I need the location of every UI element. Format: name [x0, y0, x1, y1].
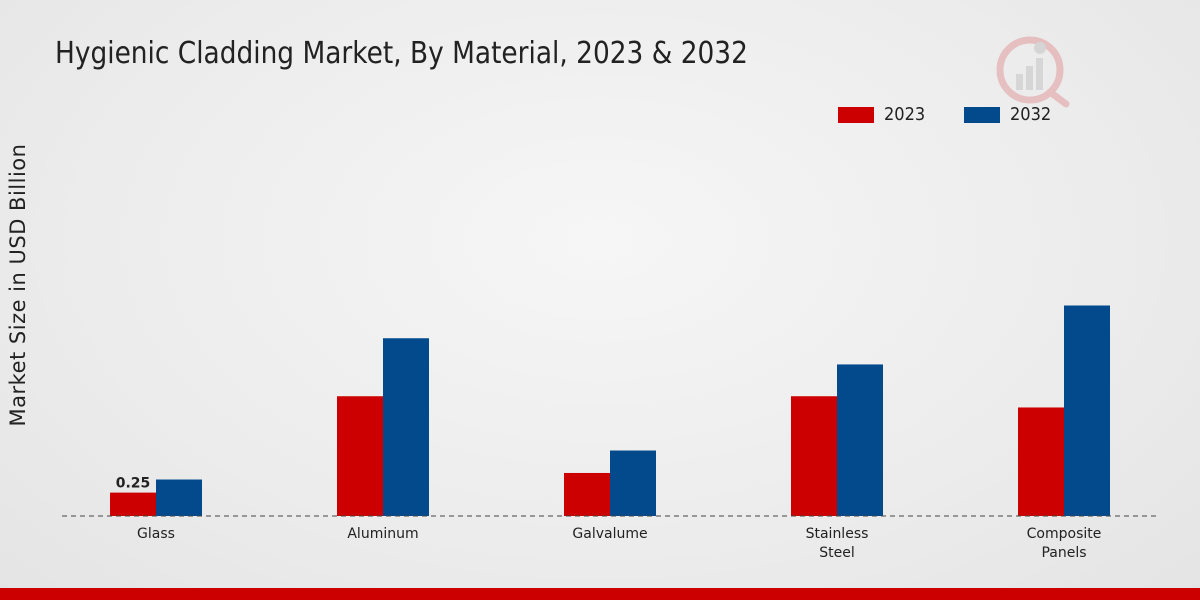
legend-item-2032: 2032	[963, 104, 1056, 125]
bar-stainless-steel-2023	[791, 396, 837, 516]
legend-item-2023: 2023	[838, 104, 930, 125]
bar-aluminum-2032	[383, 338, 429, 516]
bar-aluminum-2023	[337, 396, 383, 516]
bar-stainless-steel-2032	[837, 364, 883, 516]
x-tick-label-composite-panels: Composite Panels	[1027, 526, 1102, 561]
x-tick-label-aluminum: Aluminum	[347, 526, 418, 542]
legend-swatch-2032	[963, 106, 1000, 123]
bar-galvalume-2023	[564, 472, 610, 516]
bar-galvalume-2032	[610, 450, 656, 516]
bar-composite-panels-2023	[1018, 407, 1064, 516]
legend-swatch-2023	[838, 106, 874, 123]
bar-glass-2032	[156, 479, 202, 516]
data-label-2023-0: 0.25	[116, 476, 151, 492]
x-tick-label-glass: Glass	[137, 526, 175, 542]
chart-title: Hygienic Cladding Market, By Material, 2…	[55, 36, 748, 71]
data-labels: 0.25	[116, 476, 151, 492]
x-tick-labels: Glass Aluminum Galvalume Stainless Steel Comp…	[137, 526, 1101, 561]
legend-label-2023: 2023	[884, 104, 926, 125]
watermark-logo-icon	[996, 36, 1070, 108]
legend-label-2032: 2032	[1009, 104, 1052, 125]
x-tick-label-stainless-steel: Stainless Steel	[806, 526, 869, 561]
bar-composite-panels-2032	[1064, 305, 1110, 516]
legend: 2023 2032	[838, 104, 1090, 125]
x-tick-label-galvalume: Galvalume	[572, 526, 647, 542]
bar-glass-2023	[110, 492, 156, 516]
footer-accent-bar	[0, 588, 1200, 600]
bars-group	[110, 305, 1110, 516]
